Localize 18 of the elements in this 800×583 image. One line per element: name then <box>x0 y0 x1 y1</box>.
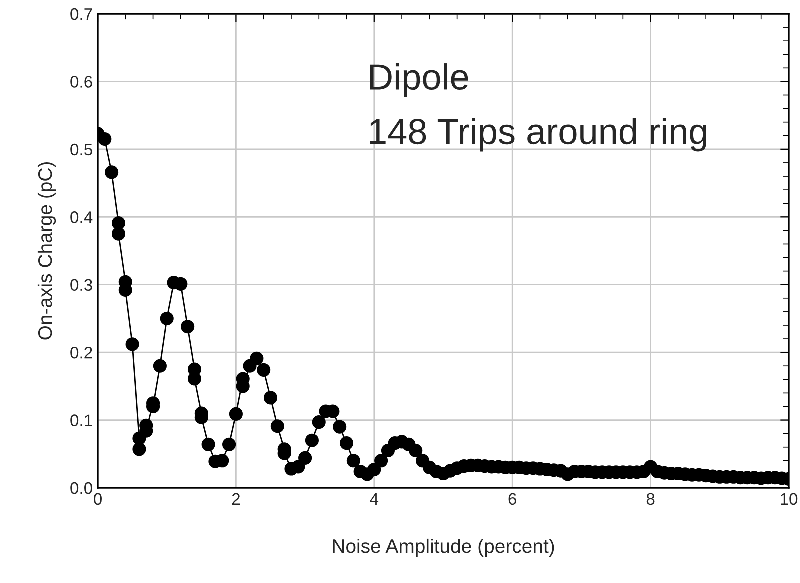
x-axis-title: Noise Amplitude (percent) <box>333 538 554 558</box>
y-axis-title: On-axis Charge (pC) <box>38 162 56 340</box>
y-tick-label: 0.1 <box>70 414 92 426</box>
y-tick-label: 0.6 <box>70 76 92 88</box>
y-tick-label: 0.7 <box>70 8 92 20</box>
y-tick-label: 0.0 <box>70 482 92 494</box>
x-tick-label: 0 <box>94 493 102 506</box>
x-tick-label: 8 <box>646 493 655 506</box>
y-tick-label: 0.3 <box>70 279 92 292</box>
annotation: Dipole <box>370 64 468 98</box>
y-tick-label: 0.4 <box>70 212 93 224</box>
x-tick-label: 6 <box>508 493 516 506</box>
y-tick-label: 0.2 <box>70 346 92 359</box>
x-tick-label: 10 <box>781 493 798 506</box>
x-tick-label: 4 <box>370 493 379 505</box>
y-tick-label: 0.5 <box>70 144 92 156</box>
x-tick-label: 2 <box>232 493 240 505</box>
annotation: 148 Trips around ring <box>370 118 706 152</box>
